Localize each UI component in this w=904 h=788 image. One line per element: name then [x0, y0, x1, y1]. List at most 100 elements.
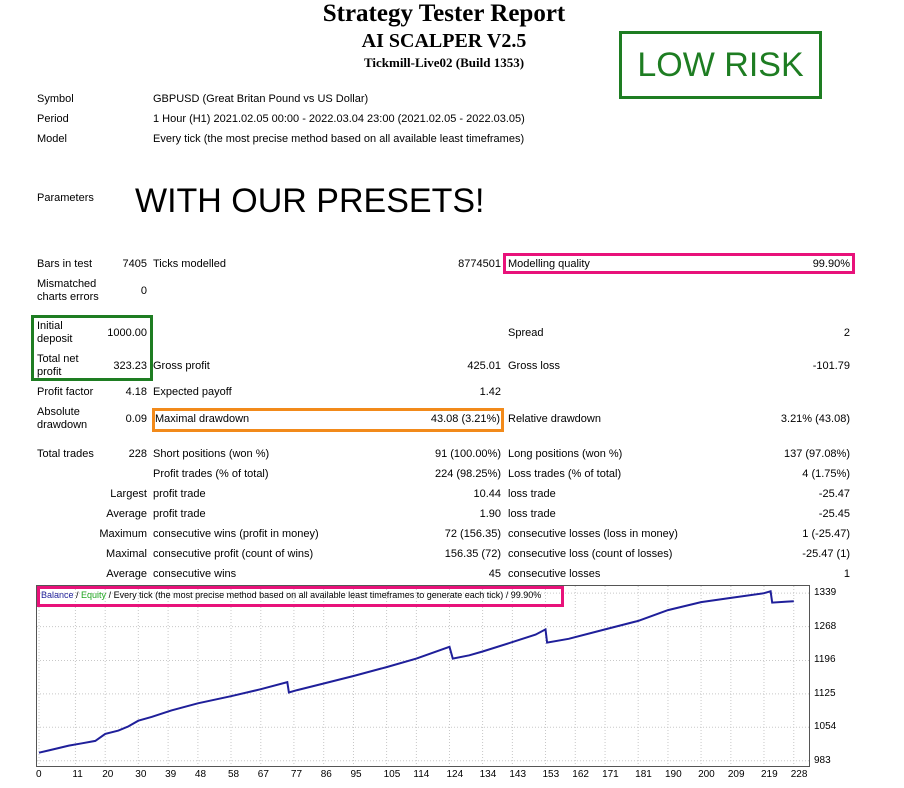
risk-badge: LOW RISK [619, 31, 822, 99]
ltrades-value: 4 (1.75%) [802, 468, 850, 480]
ptrades-label: Profit trades (% of total) [153, 468, 269, 480]
server-build: Tickmill-Live02 (Build 1353) [363, 55, 525, 70]
bars-value: 7405 [122, 258, 147, 270]
avg-label: Average [106, 568, 147, 580]
average-label: Average [106, 508, 147, 520]
long-value: 137 (97.08%) [783, 448, 850, 460]
x-tick-label: 134 [479, 769, 497, 780]
symbol-value: GBPUSD (Great Britan Pound vs US Dollar) [153, 93, 369, 105]
average-profit-label: profit trade [153, 508, 206, 520]
initial-label-2: deposit [37, 333, 73, 345]
max-cons-wins-label: consecutive wins (profit in money) [153, 528, 319, 540]
largest-loss-value: -25.47 [818, 488, 850, 500]
pf-label: Profit factor [37, 386, 94, 398]
maximal-cons-loss-label: consecutive loss (count of losses) [508, 548, 673, 560]
gross-profit-label: Gross profit [153, 360, 210, 372]
y-tick-label: 1196 [814, 654, 836, 666]
ltrades-label: Loss trades (% of total) [508, 468, 622, 480]
largest-loss-label: loss trade [508, 488, 556, 500]
quality-highlight [503, 253, 855, 274]
quality-label: Modelling quality [508, 258, 590, 270]
x-tick-label: 0 [36, 769, 42, 780]
maximal-label: Maximal [106, 548, 147, 560]
payoff-value: 1.42 [479, 386, 501, 398]
mismatch-label-1: Mismatched [37, 278, 97, 290]
x-tick-label: 114 [413, 769, 430, 780]
period-label: Period [37, 113, 69, 125]
balance-chart [36, 585, 810, 767]
x-tick-label: 153 [542, 769, 560, 780]
x-tick-label: 11 [72, 769, 83, 780]
y-tick-label: 983 [814, 754, 831, 766]
y-tick-label: 1054 [814, 721, 837, 733]
legend-sep-1: / [73, 590, 82, 600]
model-value: Every tick (the most precise method base… [153, 133, 525, 145]
spread-label: Spread [508, 327, 544, 339]
legend-highlight [37, 586, 564, 607]
presets-note: WITH OUR PRESETS! [135, 182, 485, 220]
balance-chart-svg [37, 586, 809, 766]
x-tick-label: 95 [350, 769, 362, 780]
avg-cons-losses-label: consecutive losses [508, 568, 601, 580]
symbol-label: Symbol [37, 93, 74, 105]
x-tick-label: 30 [135, 769, 147, 780]
bars-label: Bars in test [37, 258, 93, 270]
y-tick-label: 1125 [814, 687, 836, 699]
x-tick-label: 124 [446, 769, 464, 780]
x-tick-label: 105 [383, 769, 401, 780]
max-dd-highlight [152, 408, 504, 432]
x-tick-label: 67 [257, 769, 269, 780]
max-cons-losses-value: 1 (-25.47) [802, 528, 850, 540]
gross-profit-value: 425.01 [467, 360, 501, 372]
y-tick-label: 1268 [814, 620, 837, 632]
x-tick-label: 171 [602, 769, 619, 780]
x-tick-label: 162 [572, 769, 589, 780]
average-loss-value: -25.45 [818, 508, 850, 520]
x-tick-label: 58 [228, 769, 240, 780]
largest-label: Largest [110, 488, 147, 500]
x-tick-label: 209 [727, 769, 745, 780]
legend-model: / Every tick (the most precise method ba… [106, 590, 504, 600]
max-cons-wins-value: 72 (156.35) [444, 528, 501, 540]
mismatch-value: 0 [140, 285, 147, 297]
report-title: Strategy Tester Report [322, 0, 566, 27]
abs-dd-label-1: Absolute [37, 406, 80, 418]
maximal-cons-profit-value: 156.35 (72) [444, 548, 501, 560]
x-tick-label: 77 [290, 769, 303, 780]
model-label: Model [37, 133, 67, 145]
payoff-label: Expected payoff [153, 386, 232, 398]
x-tick-label: 181 [635, 769, 652, 780]
average-loss-label: loss trade [508, 508, 556, 520]
x-tick-label: 200 [698, 769, 715, 780]
balance-line [38, 590, 794, 754]
gross-loss-value: -101.79 [812, 360, 850, 372]
mismatch-label-2: charts errors [37, 291, 99, 303]
net-label-2: profit [37, 366, 62, 378]
avg-cons-losses-value: 1 [843, 568, 850, 580]
abs-dd-label-2: drawdown [37, 419, 88, 431]
short-value: 91 (100.00%) [434, 448, 501, 460]
deposit-profit-highlight [31, 315, 153, 381]
quality-value: 99.90% [812, 258, 850, 270]
pf-value: 4.18 [125, 386, 147, 398]
max-dd-label: Maximal drawdown [155, 413, 250, 425]
ticks-label: Ticks modelled [153, 258, 226, 270]
x-tick-label: 190 [664, 769, 682, 780]
largest-profit-label: profit trade [153, 488, 206, 500]
x-tick-label: 86 [320, 769, 332, 780]
spread-value: 2 [843, 327, 850, 339]
maximal-cons-profit-label: consecutive profit (count of wins) [153, 548, 314, 560]
net-value: 323.23 [113, 360, 147, 372]
y-tick-label: 1339 [814, 587, 837, 599]
max-dd-value: 43.08 (3.21%) [430, 413, 500, 425]
avg-cons-wins-label: consecutive wins [153, 568, 237, 580]
rel-dd-value: 3.21% (43.08) [780, 413, 850, 425]
maximum-label: Maximum [99, 528, 147, 540]
ea-name: AI SCALPER V2.5 [361, 30, 527, 52]
long-label: Long positions (won %) [508, 448, 623, 460]
legend-sep-2: / [503, 590, 511, 600]
trades-label: Total trades [37, 448, 94, 460]
max-cons-losses-label: consecutive losses (loss in money) [508, 528, 678, 540]
legend-equity: Equity [81, 590, 107, 600]
average-profit-value: 1.90 [479, 508, 501, 520]
